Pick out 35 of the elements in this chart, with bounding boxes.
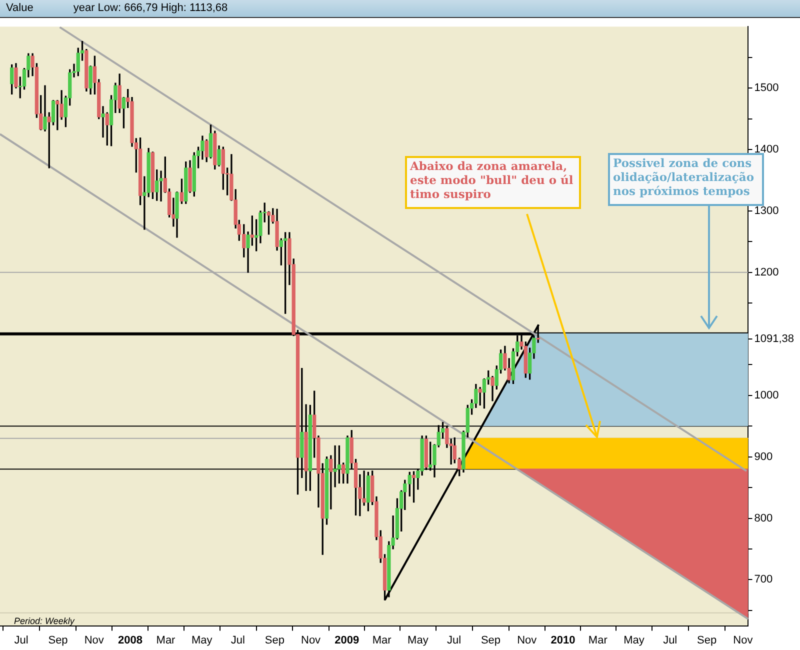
annotation: Possivel zona de consolidação/lateralização nos próximos tempos (613, 156, 754, 198)
x-tick-label: 2008 (118, 634, 142, 646)
x-tick-label: Mar (588, 634, 608, 646)
y-tick-label: 1300 (754, 205, 779, 217)
y-tick-label: 800 (754, 512, 773, 524)
x-tick-label: Nov (733, 634, 754, 646)
x-tick-label: May (191, 634, 213, 646)
x-tick-label: Sep (264, 634, 284, 646)
x-tick-label: Jul (663, 634, 678, 646)
x-tick-label: Jul (14, 634, 28, 646)
x-tick-label: Sep (697, 634, 717, 646)
chart-subtitle: year Low: 666,79 High: 1113,68 (73, 2, 228, 14)
annotation: Abaixo da zona amarela, este modo "bull" deu o último suspiro (405, 156, 581, 209)
y-tick-label: 1400 (754, 144, 779, 156)
annotation: Period: Weekly (14, 616, 74, 626)
x-tick-label: Mar (156, 634, 176, 646)
y-tick-label: 1500 (754, 82, 779, 94)
x-tick-label: Jul (230, 634, 245, 646)
x-tick-label: Nov (301, 634, 322, 646)
y-tick-label: 1000 (754, 389, 779, 402)
y-tick-label: 700 (754, 574, 773, 586)
x-tick-label: Nov (84, 634, 104, 646)
y-tick-label: 900 (754, 450, 773, 463)
x-tick-label: May (624, 634, 645, 646)
x-tick-label: 2009 (334, 634, 360, 646)
x-tick-label: 2010 (550, 634, 576, 646)
x-tick-label: Sep (48, 634, 68, 646)
y-tick-label: 1091,38 (754, 333, 794, 346)
y-tick-label: 1200 (754, 266, 779, 278)
x-tick-label: Jul (447, 634, 462, 646)
x-tick-label: May (408, 634, 429, 646)
x-tick-label: Mar (372, 634, 392, 646)
chart-title: Value (6, 2, 34, 14)
x-tick-label: Sep (480, 634, 501, 646)
x-tick-label: Nov (517, 634, 538, 646)
